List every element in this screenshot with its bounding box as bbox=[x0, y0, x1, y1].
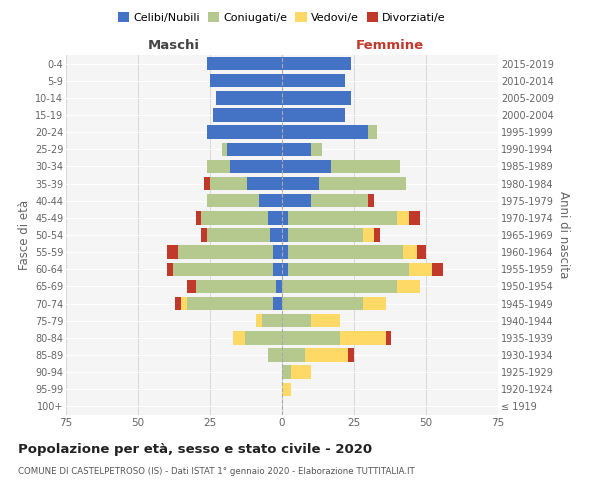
Bar bbox=[311, 314, 340, 328]
Bar bbox=[282, 91, 351, 104]
Bar bbox=[175, 297, 181, 310]
Bar bbox=[274, 262, 282, 276]
Bar bbox=[173, 262, 274, 276]
Text: Maschi: Maschi bbox=[148, 38, 200, 52]
Bar bbox=[290, 366, 311, 379]
Bar bbox=[282, 297, 362, 310]
Bar bbox=[181, 297, 187, 310]
Bar bbox=[210, 177, 247, 190]
Bar bbox=[247, 177, 282, 190]
Bar bbox=[178, 246, 274, 259]
Bar bbox=[418, 246, 426, 259]
Bar bbox=[276, 280, 282, 293]
Bar bbox=[271, 228, 282, 241]
Bar bbox=[282, 142, 311, 156]
Bar bbox=[262, 314, 282, 328]
Bar bbox=[386, 331, 391, 344]
Bar bbox=[282, 366, 290, 379]
Legend: Celibi/Nubili, Coniugati/e, Vedovi/e, Divorziati/e: Celibi/Nubili, Coniugati/e, Vedovi/e, Di… bbox=[114, 8, 450, 28]
Bar bbox=[282, 246, 288, 259]
Bar bbox=[282, 194, 311, 207]
Bar bbox=[282, 57, 351, 70]
Bar bbox=[282, 262, 288, 276]
Bar bbox=[196, 280, 276, 293]
Bar bbox=[282, 108, 346, 122]
Bar bbox=[213, 108, 282, 122]
Bar bbox=[167, 246, 178, 259]
Bar bbox=[207, 194, 259, 207]
Bar bbox=[340, 331, 386, 344]
Bar bbox=[288, 228, 362, 241]
Bar bbox=[282, 74, 346, 88]
Bar bbox=[282, 126, 368, 139]
Bar bbox=[216, 91, 282, 104]
Bar bbox=[397, 280, 420, 293]
Bar bbox=[210, 74, 282, 88]
Bar bbox=[409, 211, 420, 224]
Bar bbox=[245, 331, 282, 344]
Bar bbox=[288, 246, 403, 259]
Bar bbox=[187, 280, 196, 293]
Bar bbox=[362, 228, 374, 241]
Bar bbox=[282, 160, 331, 173]
Bar bbox=[432, 262, 443, 276]
Bar bbox=[187, 297, 274, 310]
Bar bbox=[259, 194, 282, 207]
Bar bbox=[368, 126, 377, 139]
Bar bbox=[311, 142, 322, 156]
Bar bbox=[288, 262, 409, 276]
Text: COMUNE DI CASTELPETROSO (IS) - Dati ISTAT 1° gennaio 2020 - Elaborazione TUTTITA: COMUNE DI CASTELPETROSO (IS) - Dati ISTA… bbox=[18, 468, 415, 476]
Bar bbox=[311, 194, 368, 207]
Bar bbox=[202, 228, 207, 241]
Bar bbox=[202, 211, 268, 224]
Bar bbox=[207, 228, 271, 241]
Bar bbox=[204, 177, 210, 190]
Bar bbox=[207, 160, 230, 173]
Bar bbox=[397, 211, 409, 224]
Bar bbox=[319, 177, 406, 190]
Bar bbox=[403, 246, 418, 259]
Bar bbox=[282, 331, 340, 344]
Y-axis label: Fasce di età: Fasce di età bbox=[17, 200, 31, 270]
Bar bbox=[331, 160, 400, 173]
Bar bbox=[282, 280, 397, 293]
Bar bbox=[268, 348, 282, 362]
Bar bbox=[348, 348, 354, 362]
Bar bbox=[282, 382, 290, 396]
Bar bbox=[282, 228, 288, 241]
Bar bbox=[362, 297, 386, 310]
Bar bbox=[221, 142, 227, 156]
Bar bbox=[233, 331, 245, 344]
Y-axis label: Anni di nascita: Anni di nascita bbox=[557, 192, 571, 278]
Bar bbox=[207, 57, 282, 70]
Bar bbox=[288, 211, 397, 224]
Bar bbox=[374, 228, 380, 241]
Bar bbox=[282, 314, 311, 328]
Bar bbox=[409, 262, 432, 276]
Text: Popolazione per età, sesso e stato civile - 2020: Popolazione per età, sesso e stato civil… bbox=[18, 442, 372, 456]
Bar bbox=[227, 142, 282, 156]
Bar bbox=[305, 348, 348, 362]
Bar bbox=[167, 262, 173, 276]
Bar bbox=[196, 211, 202, 224]
Bar bbox=[274, 246, 282, 259]
Bar bbox=[207, 126, 282, 139]
Text: Femmine: Femmine bbox=[356, 38, 424, 52]
Bar bbox=[274, 297, 282, 310]
Bar bbox=[268, 211, 282, 224]
Bar bbox=[282, 348, 305, 362]
Bar bbox=[368, 194, 374, 207]
Bar bbox=[282, 211, 288, 224]
Bar bbox=[230, 160, 282, 173]
Bar bbox=[282, 177, 319, 190]
Bar bbox=[256, 314, 262, 328]
